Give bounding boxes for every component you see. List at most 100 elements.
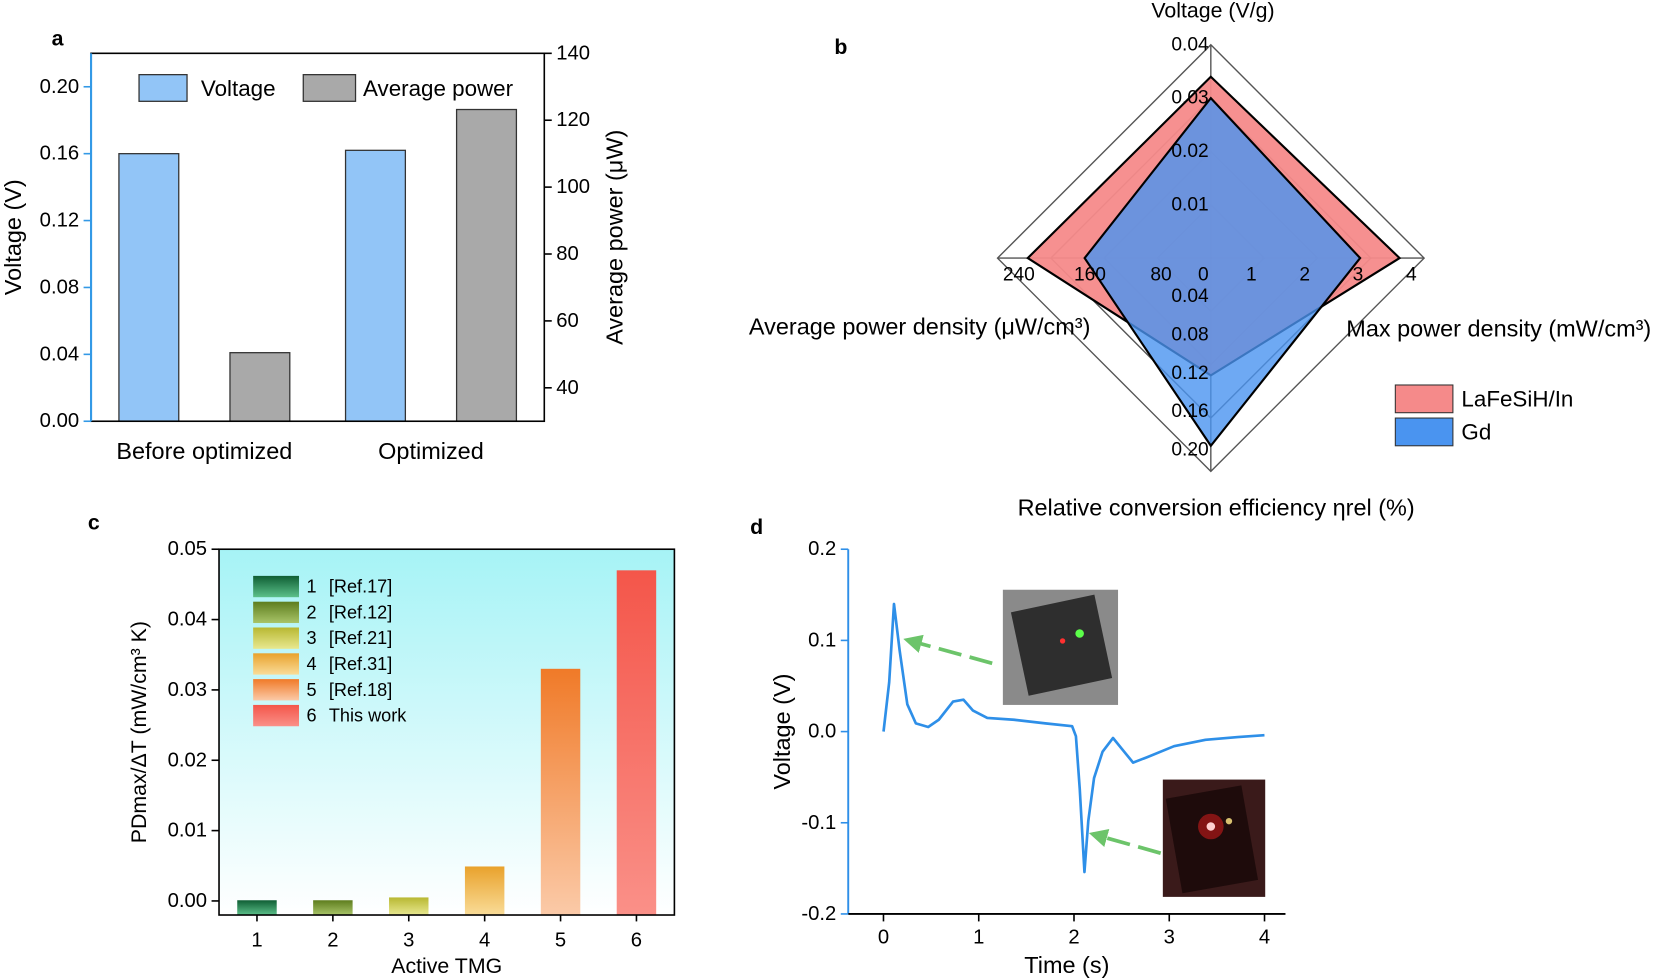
y-tick-label: 0.02 <box>168 749 207 771</box>
legend-swatch <box>253 601 300 624</box>
legend-swatch <box>253 627 300 649</box>
legend-label: [Ref.17] <box>329 577 392 597</box>
tick-label: 4 <box>1406 265 1417 286</box>
bar <box>464 866 505 916</box>
tick-label: 0.02 <box>1171 141 1208 162</box>
tick-label: 0.16 <box>1171 401 1208 422</box>
y-tick-label: -0.2 <box>801 903 836 925</box>
legend-label: This work <box>329 706 407 726</box>
tick-label: 3 <box>1353 265 1364 286</box>
x-tick-label: 4 <box>1259 926 1270 948</box>
legend-swatch <box>253 653 300 675</box>
axis-title: Average power density (μW/cm³) <box>749 313 1091 339</box>
x-tick-label: 5 <box>555 930 566 952</box>
y-tick-label: 100 <box>556 176 590 198</box>
legend-label: LaFeSiH/In <box>1461 386 1573 411</box>
y-tick-label: 40 <box>556 377 579 399</box>
y-tick-label: 0.00 <box>40 410 79 432</box>
x-tick-label: 3 <box>403 930 414 952</box>
x-tick-label: 4 <box>479 930 490 952</box>
tick-label: 0.03 <box>1171 88 1208 109</box>
y-tick-label: 0.04 <box>168 609 207 631</box>
y-tick-label: 0.03 <box>168 679 207 701</box>
tick-label: 80 <box>1150 265 1171 286</box>
arrow <box>903 634 993 666</box>
y-tick-label: 80 <box>556 243 579 265</box>
axis-title: Max power density (mW/cm³) <box>1346 315 1651 341</box>
tick-label: 0.01 <box>1171 194 1208 215</box>
axis-title: Relative conversion efficiency ηrel (%) <box>1018 495 1415 521</box>
radar-area <box>1083 96 1362 448</box>
y-tick-label: 0.08 <box>40 276 79 298</box>
y-axis-title: Voltage (V) <box>0 179 26 295</box>
bar <box>237 900 277 916</box>
legend-label: Average power <box>363 76 514 101</box>
x-tick-label: 1 <box>251 930 262 952</box>
legend-swatch <box>253 575 300 598</box>
panel-letter: d <box>750 515 763 539</box>
y-tick-label: 60 <box>556 310 579 332</box>
legend-label: [Ref.18] <box>329 680 392 700</box>
tick-label: 0.20 <box>1171 440 1208 461</box>
x-tick-label: 6 <box>631 930 642 952</box>
legend-number: 5 <box>306 680 316 700</box>
tick-label: 0 <box>1198 265 1209 286</box>
bar <box>229 352 291 422</box>
panel-letter: b <box>834 35 847 59</box>
legend-label: Gd <box>1461 419 1491 444</box>
legend-number: 2 <box>306 602 316 622</box>
bar <box>344 149 407 422</box>
x-tick-label: Before optimized <box>116 438 292 464</box>
legend-label: [Ref.31] <box>329 654 392 674</box>
legend-label: [Ref.21] <box>329 628 392 648</box>
tick-label: 240 <box>1003 265 1035 286</box>
legend-number: 1 <box>306 577 316 597</box>
x-tick-label: Optimized <box>378 438 484 464</box>
legend-number: 3 <box>306 628 316 648</box>
y-tick-label: 0.0 <box>808 721 836 743</box>
bar <box>389 897 429 916</box>
y-tick-label: 0.05 <box>168 538 207 560</box>
photo-green-led <box>1002 589 1119 705</box>
y-tick-label: 0.1 <box>808 629 836 651</box>
tick-label: 0.12 <box>1171 363 1208 384</box>
y-tick-label: 0.20 <box>40 76 79 98</box>
legend-swatch <box>1394 384 1454 414</box>
bar <box>540 668 581 916</box>
y-tick-label: 0.12 <box>40 210 79 232</box>
bar <box>616 570 657 916</box>
axis-title: Voltage (V/g) <box>1151 0 1274 23</box>
legend-label: Voltage <box>201 76 276 101</box>
bar <box>455 108 518 422</box>
y-axis-title: Voltage (V) <box>769 674 795 790</box>
legend-number: 4 <box>306 654 316 674</box>
y-tick-label: -0.1 <box>801 812 836 834</box>
panel-letter: a <box>52 26 64 50</box>
legend-number: 6 <box>306 706 316 726</box>
y-tick-label: 0.16 <box>40 143 79 165</box>
legend-swatch <box>1394 417 1454 447</box>
y-tick-label: 120 <box>556 109 590 131</box>
tick-label: 0.04 <box>1171 34 1209 55</box>
legend-swatch <box>302 74 357 102</box>
x-axis-title: Time (s) <box>1024 952 1109 978</box>
tick-label: 2 <box>1299 265 1310 286</box>
tick-label: 0.04 <box>1171 286 1209 307</box>
y-tick-label: 0.04 <box>40 343 79 365</box>
tick-label: 160 <box>1074 265 1106 286</box>
bar <box>118 153 180 422</box>
legend-swatch <box>253 679 300 701</box>
plot-frame <box>218 548 676 916</box>
legend-swatch <box>253 704 300 727</box>
legend-swatch <box>138 74 188 102</box>
y-tick-label: 140 <box>556 42 590 64</box>
x-tick-label: 3 <box>1164 926 1175 948</box>
line <box>882 602 1265 874</box>
y-tick-label: 0.2 <box>808 538 836 560</box>
x-axis-title: Active TMG <box>391 954 502 978</box>
x-tick-label: 1 <box>973 926 984 948</box>
y2-axis-title: Average power (μW) <box>602 130 628 345</box>
y-axis-title: PDmax/ΔT (mW/cm³ K) <box>127 621 151 843</box>
